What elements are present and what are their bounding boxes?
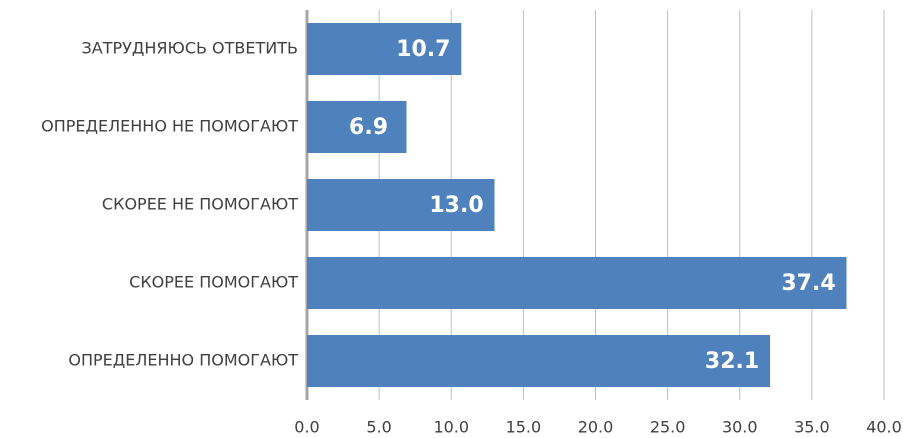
value-label: 10.7 [396, 37, 450, 62]
bar [307, 179, 495, 231]
bar [307, 335, 771, 387]
value-label: 37.4 [781, 271, 835, 296]
x-tick-label: 25.0 [650, 418, 686, 437]
y-tick-label: СКОРЕЕ НЕ ПОМОГАЮТ [102, 195, 298, 214]
x-tick-label: 5.0 [366, 418, 391, 437]
x-tick-label: 35.0 [794, 418, 830, 437]
x-tick-label: 10.0 [433, 418, 469, 437]
bar [307, 23, 462, 75]
bar [307, 101, 407, 153]
bar [307, 257, 847, 309]
x-tick-label: 0.0 [294, 418, 319, 437]
value-label: 6.9 [349, 115, 388, 140]
value-label: 13.0 [429, 193, 483, 218]
y-tick-label: ОПРЕДЕЛЕННО ПОМОГАЮТ [68, 351, 298, 370]
y-tick-label: ЗАТРУДНЯЮСЬ ОТВЕТИТЬ [82, 39, 298, 58]
y-tick-label: ОПРЕДЕЛЕННО НЕ ПОМОГАЮТ [41, 117, 298, 136]
y-tick-label: СКОРЕЕ ПОМОГАЮТ [129, 273, 298, 292]
value-label: 32.1 [705, 349, 759, 374]
x-tick-label: 30.0 [722, 418, 758, 437]
x-tick-label: 40.0 [866, 418, 902, 437]
x-tick-label: 15.0 [506, 418, 542, 437]
x-tick-label: 20.0 [578, 418, 614, 437]
